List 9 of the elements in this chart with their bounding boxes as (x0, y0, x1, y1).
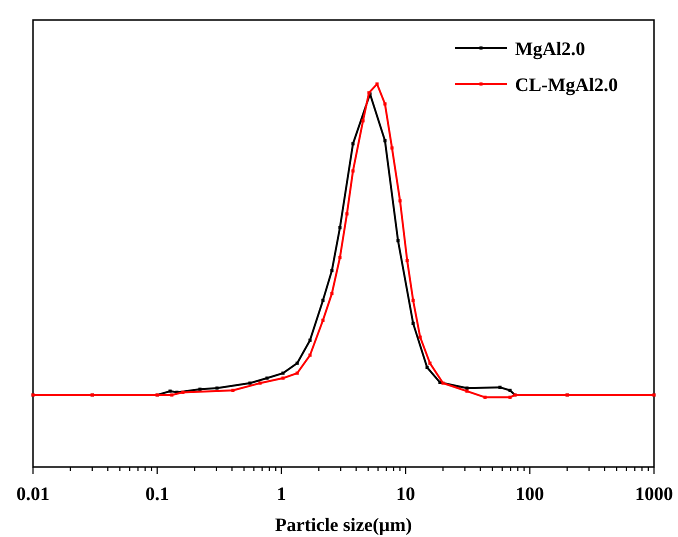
x-tick-label: 1000 (635, 484, 673, 505)
x-tick-label: 0.1 (145, 484, 170, 505)
x-tick-label: 100 (516, 484, 544, 505)
x-tick-label: 1 (276, 484, 286, 505)
legend-label: CL-MgAl2.0 (515, 75, 618, 96)
legend-label: MgAl2.0 (515, 39, 586, 60)
x-tick-label: 10 (396, 484, 416, 505)
x-axis-title: Particle size(µm) (274, 515, 412, 536)
x-tick-label: 0.01 (16, 484, 50, 505)
